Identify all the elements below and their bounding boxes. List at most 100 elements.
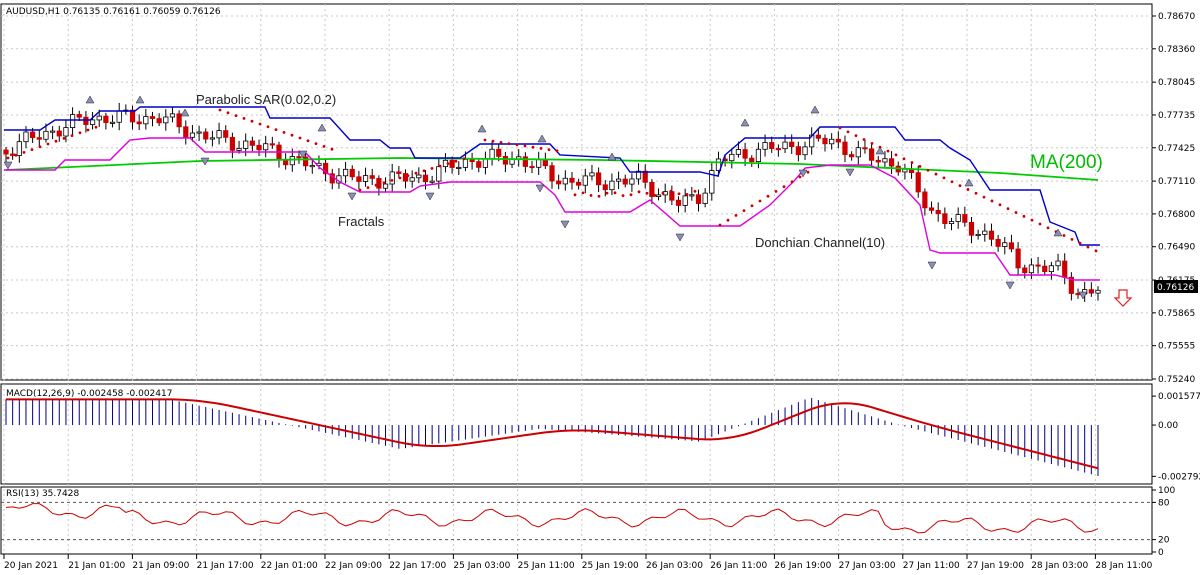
bull-candle bbox=[982, 230, 988, 235]
bull-candle bbox=[635, 170, 642, 180]
sar-dot bbox=[438, 164, 442, 168]
macd-layer bbox=[5, 398, 1099, 476]
bull-candle bbox=[855, 147, 861, 158]
bear-candle bbox=[556, 180, 562, 185]
bull-candle bbox=[729, 153, 735, 162]
rsi-label: RSI(13) 35.7428 bbox=[6, 489, 79, 499]
sar-dot bbox=[806, 170, 810, 174]
bull-candle bbox=[116, 110, 122, 123]
sar-dot bbox=[1046, 226, 1050, 230]
sar-dot bbox=[685, 193, 689, 196]
sar-dot bbox=[1086, 245, 1090, 249]
sar-dot bbox=[661, 191, 665, 195]
bull-candle bbox=[715, 158, 722, 171]
sar-dot bbox=[483, 138, 487, 142]
sar-dot bbox=[454, 159, 458, 163]
macd-tick-label: -0.002792 bbox=[1158, 472, 1200, 482]
bull-candle bbox=[263, 143, 269, 151]
fractal-down-icon bbox=[347, 192, 357, 201]
bull-candle bbox=[609, 180, 615, 191]
bear-candle bbox=[1088, 289, 1094, 294]
bear-candle bbox=[1035, 264, 1041, 267]
sar-dot bbox=[1062, 234, 1066, 237]
bull-candle bbox=[755, 148, 762, 162]
sar-dot bbox=[6, 156, 10, 160]
price-tick-label: 0.75865 bbox=[1158, 309, 1195, 319]
bear-candle bbox=[223, 130, 229, 138]
bull-candle bbox=[462, 158, 469, 168]
sar-dot bbox=[677, 192, 681, 196]
bull-candle bbox=[429, 180, 435, 183]
sar-dot bbox=[862, 138, 866, 141]
sar-dot bbox=[597, 194, 601, 198]
fractal-up-icon bbox=[85, 95, 95, 104]
bear-candle bbox=[742, 149, 748, 159]
rsi-panel-frame bbox=[0, 486, 1153, 555]
sar-dot bbox=[934, 172, 938, 176]
sar-dot bbox=[86, 128, 90, 132]
price-tick-label: 0.75555 bbox=[1158, 342, 1195, 352]
bear-candle bbox=[369, 175, 375, 179]
sar-dot bbox=[990, 199, 994, 203]
bull-candle bbox=[882, 158, 888, 163]
sar-dot bbox=[462, 157, 466, 161]
bear-candle bbox=[928, 207, 935, 211]
sar-dot bbox=[366, 186, 370, 190]
fractal-down-icon bbox=[1005, 281, 1015, 290]
price-tick-label: 0.78670 bbox=[1158, 12, 1195, 22]
bear-candle bbox=[56, 130, 62, 137]
sar-dot bbox=[750, 204, 754, 208]
sar-dot bbox=[94, 125, 98, 129]
bear-candle bbox=[935, 209, 941, 215]
bull-candle bbox=[589, 172, 595, 177]
sar-dot bbox=[250, 119, 254, 123]
time-tick-label: 22 Jan 09:00 bbox=[325, 561, 382, 571]
sar-dot bbox=[422, 169, 426, 173]
bear-candle bbox=[875, 159, 881, 163]
price-tick-label: 0.78045 bbox=[1158, 78, 1195, 88]
sar-dot bbox=[1094, 249, 1098, 253]
sar-dot bbox=[242, 117, 246, 120]
sar-dot bbox=[726, 218, 730, 222]
axis-layer: 0.78670 0.78360 0.78045 0.77735 0.77425 0.771… bbox=[3, 12, 1200, 571]
sar-dot bbox=[605, 191, 609, 195]
sar-dot bbox=[1030, 218, 1034, 222]
bull-candle bbox=[216, 130, 222, 139]
fractal-up-icon bbox=[1053, 228, 1063, 237]
bull-candle bbox=[709, 170, 715, 194]
sar-dot bbox=[693, 189, 697, 193]
sar-dot bbox=[910, 161, 914, 164]
time-tick-label: 25 Jan 19:00 bbox=[582, 561, 639, 571]
rsi-tick-label: 100 bbox=[1158, 486, 1175, 496]
bull-candle bbox=[23, 131, 29, 143]
bear-candle bbox=[769, 142, 775, 149]
bear-candle bbox=[962, 214, 968, 223]
bull-candle bbox=[189, 132, 196, 138]
bull-candle bbox=[655, 194, 662, 197]
price-tick-label: 0.78360 bbox=[1158, 45, 1195, 55]
bull-candle bbox=[89, 119, 96, 126]
sar-dot bbox=[918, 165, 922, 168]
fractal-up-icon bbox=[964, 178, 974, 187]
sar-dot bbox=[266, 125, 270, 129]
sar-dot bbox=[573, 193, 577, 197]
bear-candle bbox=[815, 134, 821, 139]
bull-candle bbox=[482, 158, 489, 168]
fractal-up-icon bbox=[607, 152, 617, 161]
fractal-down-icon bbox=[298, 150, 308, 159]
time-tick-label: 21 Jan 17:00 bbox=[197, 561, 254, 571]
bear-candle bbox=[968, 221, 975, 236]
bull-candle bbox=[63, 127, 69, 137]
bull-candle bbox=[562, 177, 568, 185]
fractal-down-icon bbox=[560, 220, 570, 229]
sar-dot bbox=[846, 130, 850, 134]
bull-candle bbox=[50, 130, 56, 133]
bear-candle bbox=[988, 230, 995, 240]
price-series bbox=[3, 95, 1101, 302]
bear-candle bbox=[522, 156, 528, 167]
bear-candle bbox=[376, 177, 382, 189]
bear-candle bbox=[449, 159, 455, 168]
bear-candle bbox=[3, 149, 9, 155]
sar-dot bbox=[742, 209, 746, 213]
fractal-up-icon bbox=[740, 118, 750, 127]
